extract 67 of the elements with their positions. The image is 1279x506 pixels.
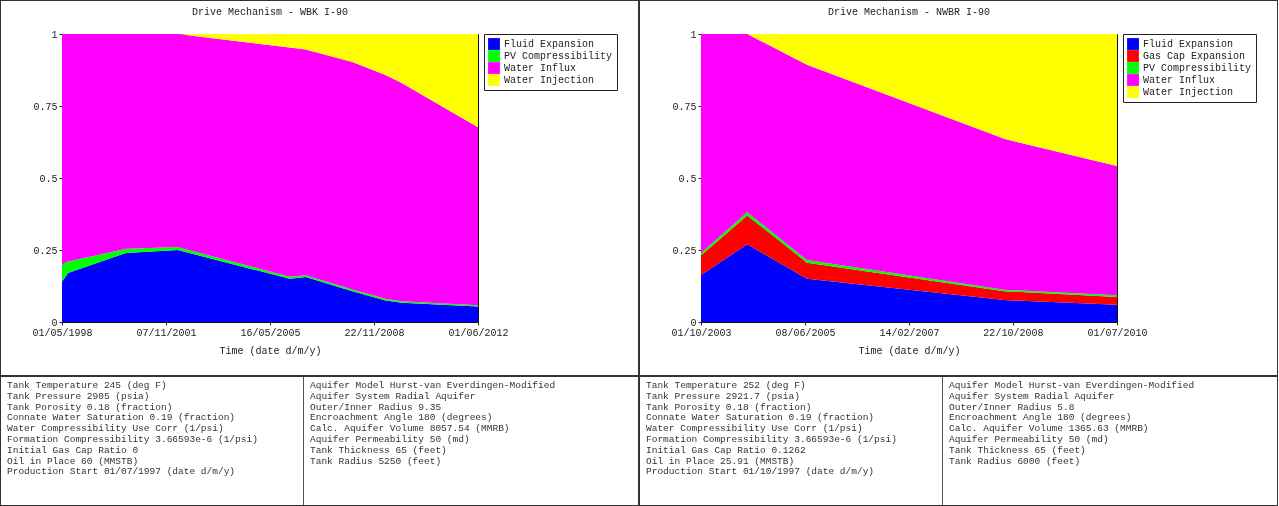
y-tick-label: 0	[690, 317, 697, 329]
text: Tank Thickness 65 (feet)	[310, 444, 448, 457]
text: Aquifer Model Hurst-van Everdingen-Modified	[949, 380, 1196, 392]
text: Tank Radius 6000 (feet)	[949, 455, 1082, 468]
x-tick-label: 01/06/2012	[448, 327, 509, 339]
text: Oil in Place 25.91 (MMSTB)	[646, 455, 796, 467]
legend-label: Water Influx	[1143, 75, 1216, 86]
legend-label: PV Compressibility	[504, 51, 613, 62]
legend-label: Water Injection	[504, 75, 595, 86]
x-tick-label: 14/02/2007	[879, 327, 940, 339]
y-tick-label: 0.5	[678, 173, 697, 185]
legend-label: Fluid Expansion	[504, 39, 595, 50]
text: Aquifer System Radial Aquifer	[949, 390, 1116, 403]
text: Aquifer Permeability 50 (md)	[310, 433, 471, 446]
text: Tank Pressure 2905 (psia)	[7, 390, 151, 403]
legend-label: Gas Cap Expansion	[1143, 51, 1246, 62]
legend-label: Fluid Expansion	[1143, 39, 1234, 50]
chart-title: Drive Mechanism - NWBR I-90	[827, 7, 991, 18]
legend-label: Water Injection	[1143, 87, 1234, 98]
y-tick-label: 1	[51, 29, 58, 41]
y-tick-label: 0.25	[33, 245, 58, 257]
text: Oil in Place 60 (MMSTB)	[7, 455, 140, 467]
x-tick-label: 07/11/2001	[136, 327, 197, 339]
y-tick-label: 0.25	[672, 245, 697, 257]
x-tick-label: 22/11/2008	[344, 327, 405, 339]
text: Tank Temperature 252 (deg F)	[646, 380, 807, 392]
text: Tank Pressure 2921.7 (psia)	[646, 390, 801, 403]
x-axis-title: Time (date d/m/y)	[858, 345, 961, 357]
x-axis-title: Time (date d/m/y)	[219, 345, 322, 357]
y-tick-label: 1	[690, 29, 697, 41]
x-tick-label: 08/06/2005	[775, 327, 836, 339]
text: Initial Gas Cap Ratio 0.1262	[646, 444, 807, 457]
text: Calc. Aquifer Volume 1365.63 (MMRB)	[949, 423, 1150, 435]
x-tick-label: 01/07/2010	[1087, 327, 1148, 339]
x-tick-label: 01/10/2003	[671, 327, 732, 339]
text: Aquifer System Radial Aquifer	[310, 390, 477, 403]
text: Tank Temperature 245 (deg F)	[7, 380, 168, 392]
legend-label: Water Influx	[504, 63, 577, 74]
text: Water Compressibility Use Corr (1/psi)	[646, 423, 864, 435]
text: Tank Thickness 65 (feet)	[949, 444, 1087, 457]
text: Aquifer Permeability 50 (md)	[949, 433, 1110, 446]
text: Tank Porosity 0.18 (fraction)	[7, 401, 174, 413]
text: Calc. Aquifer Volume 8057.54 (MMRB)	[310, 423, 511, 435]
y-tick-label: 0	[51, 317, 58, 329]
y-tick-label: 0.75	[33, 101, 58, 113]
text: Outer/Inner Radius 5.8	[949, 401, 1076, 413]
x-tick-label: 16/05/2005	[240, 327, 301, 339]
x-tick-label: 22/10/2008	[983, 327, 1044, 339]
text: Initial Gas Cap Ratio 0	[7, 444, 140, 457]
text: Connate Water Saturation 0.19 (fraction)	[7, 412, 237, 424]
text: Production Start 01/07/1997 (date d/m/y)	[7, 466, 237, 479]
text: Encroachment Angle 180 (degrees)	[949, 412, 1133, 424]
x-tick-label: 01/05/1998	[32, 327, 93, 339]
text: Formation Compressibility 3.66593e-6 (1/psi)	[7, 433, 259, 446]
y-tick-label: 0.75	[672, 101, 697, 113]
text: Connate Water Saturation 0.19 (fraction)	[646, 412, 876, 424]
text: Outer/Inner Radius 9.35	[310, 401, 443, 413]
y-tick-label: 0.5	[39, 173, 58, 185]
text: Formation Compressibility 3.66593e-6 (1/psi)	[646, 433, 898, 446]
text: Tank Radius 5250 (feet)	[310, 455, 443, 468]
text: Production Start 01/10/1997 (date d/m/y)	[646, 466, 876, 479]
text: Tank Porosity 0.18 (fraction)	[646, 401, 813, 413]
text: Encroachment Angle 180 (degrees)	[310, 412, 494, 424]
chart-title: Drive Mechanism - WBK I-90	[191, 7, 349, 18]
text: Aquifer Model Hurst-van Everdingen-Modified	[310, 380, 557, 392]
legend-label: PV Compressibility	[1143, 63, 1252, 74]
text: Water Compressibility Use Corr (1/psi)	[7, 423, 225, 435]
